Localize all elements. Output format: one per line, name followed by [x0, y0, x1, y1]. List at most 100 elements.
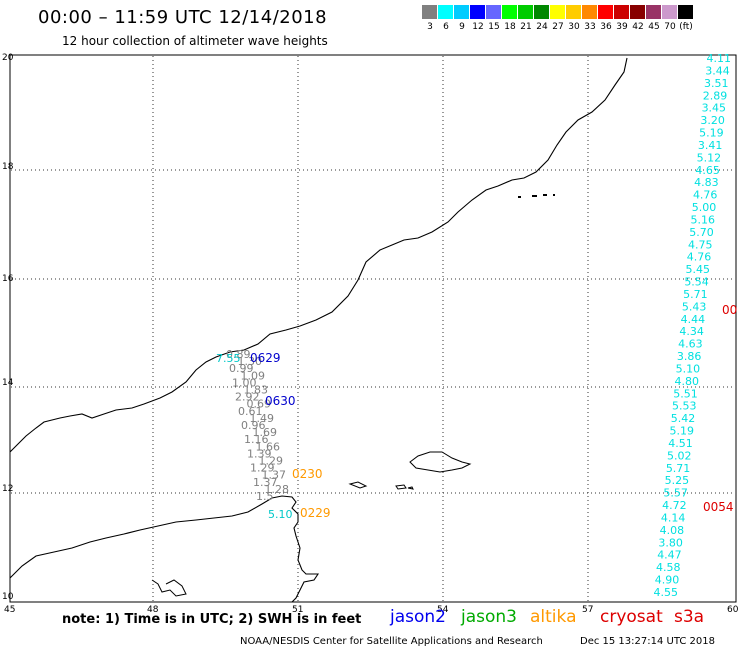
- track-value: 4.58: [656, 561, 681, 574]
- track-value: 5.12: [697, 151, 722, 164]
- track-value: 1.37: [253, 476, 278, 489]
- color-scale: 3 6 9 12 15 18 21 24 27 30 33 36 39 42 45 70 (ft): [422, 5, 694, 32]
- map-title: 00:00 – 11:59 UTC 12/14/2018: [38, 7, 328, 28]
- scale-label: 42: [632, 22, 644, 32]
- scale-swatch: [518, 5, 534, 19]
- track-value: 7.55: [216, 352, 241, 365]
- track-value: 5.10: [268, 508, 293, 521]
- scale-label: 9: [459, 22, 465, 32]
- track-value: 4.51: [668, 437, 693, 450]
- scale-label: 15: [488, 22, 500, 32]
- track-value: 0.61: [238, 405, 263, 418]
- pass-time-label: 0054: [703, 500, 734, 514]
- pass-time-label: 0630: [265, 394, 296, 408]
- track-value: 1.39: [247, 447, 272, 460]
- track-value: 1.66: [256, 440, 281, 453]
- scale-swatch: [550, 5, 566, 19]
- footer-note: note: 1) Time is in UTC; 2) SWH is in fe…: [62, 612, 362, 627]
- track-value: 3.51: [704, 77, 729, 90]
- coastline-arabia: [9, 57, 628, 453]
- scale-label: 18: [504, 22, 516, 32]
- x-tick: 60: [727, 605, 739, 615]
- track-value: 5.71: [666, 462, 691, 475]
- island-abd-al-kuri: [348, 481, 368, 489]
- track-value: 1.83: [244, 384, 269, 397]
- scale-label: 12: [472, 22, 484, 32]
- track-value: 1.69: [253, 426, 278, 439]
- scale-swatch: [630, 5, 646, 19]
- track-value: 5.19: [699, 127, 724, 140]
- legend-s3a: s3a: [674, 607, 705, 627]
- x-tick-labels: 45 48 51 54 57 60: [4, 605, 739, 615]
- track-value: 5.43: [682, 300, 707, 313]
- island-samhah: [395, 484, 407, 490]
- track-value: 5.70: [689, 226, 714, 239]
- map-gridlines: [11, 56, 735, 602]
- track-value: 2.92: [235, 391, 260, 404]
- track-value: 5.10: [676, 362, 701, 375]
- track-value: 0.96: [241, 419, 266, 432]
- x-tick: 57: [582, 605, 593, 615]
- x-tick: 51: [292, 605, 303, 615]
- x-tick: 48: [147, 605, 159, 615]
- scale-label: (ft): [679, 22, 693, 32]
- track-value: 4.34: [679, 325, 704, 338]
- track-value: 4.83: [694, 176, 719, 189]
- x-tick: 54: [437, 605, 449, 615]
- track-value: 4.80: [674, 375, 699, 388]
- map-subtitle: 12 hour collection of altimeter wave hei…: [62, 34, 328, 48]
- scale-swatch: [662, 5, 678, 19]
- single-values: 7.55 5.10: [216, 352, 293, 521]
- island-socotra: [409, 451, 472, 473]
- legend-altika: altika: [530, 607, 577, 627]
- track-value: 5.42: [671, 412, 696, 425]
- track-value: 4.63: [678, 338, 703, 351]
- scale-swatch: [598, 5, 614, 19]
- track-value: 1.09: [241, 369, 266, 382]
- track-value: 0.89: [226, 348, 251, 361]
- scale-swatch: [438, 5, 454, 19]
- track-value: 1.5: [256, 490, 274, 503]
- track-value: 2.89: [703, 89, 728, 102]
- track-value: 4.90: [655, 574, 680, 587]
- y-tick: 12: [2, 484, 13, 494]
- scale-swatch: [566, 5, 582, 19]
- track-value: 5.45: [686, 263, 711, 276]
- track-value: 4.47: [657, 549, 682, 562]
- track-value: 1.16: [244, 433, 269, 446]
- scale-label: 36: [600, 22, 612, 32]
- scale-label: 39: [616, 22, 628, 32]
- track-value: 3.86: [677, 350, 702, 363]
- scale-swatch: [678, 5, 694, 19]
- track-value: 4.76: [687, 251, 712, 264]
- coastline-fragment: [151, 579, 187, 597]
- track-value: 5.25: [665, 474, 690, 487]
- track-value: 4.08: [660, 524, 685, 537]
- track-value: 1.29: [250, 462, 275, 475]
- track-value: 5.02: [667, 449, 692, 462]
- map-frame: [9, 54, 737, 603]
- footer-credit: NOAA/NESDIS Center for Satellite Applica…: [240, 636, 543, 647]
- track-value: 1.37: [262, 469, 287, 482]
- track-value: 5.19: [670, 425, 695, 438]
- track-value: 5.00: [692, 201, 717, 214]
- scale-swatch: [422, 5, 438, 19]
- track-value: 0.69: [247, 398, 272, 411]
- footer-timestamp: Dec 15 13:27:14 UTC 2018: [580, 636, 715, 647]
- track-value: 4.11: [707, 52, 732, 65]
- scale-swatch: [582, 5, 598, 19]
- legend-jason2: jason2: [390, 607, 446, 627]
- scale-label: 30: [568, 22, 580, 32]
- scale-swatch: [614, 5, 630, 19]
- scale-label: 70: [664, 22, 676, 32]
- track-value: 3.20: [700, 114, 725, 127]
- color-scale-labels: 3 6 9 12 15 18 21 24 27 30 33 36 39 42 45 70 (ft): [422, 22, 694, 32]
- track-value: 5.51: [673, 387, 698, 400]
- track-value: 1.30: [238, 355, 263, 368]
- legend-jason3: jason3: [461, 607, 517, 627]
- scale-label: 6: [443, 22, 449, 32]
- scale-swatch: [486, 5, 502, 19]
- scale-label: 33: [584, 22, 596, 32]
- y-tick: 14: [2, 378, 14, 388]
